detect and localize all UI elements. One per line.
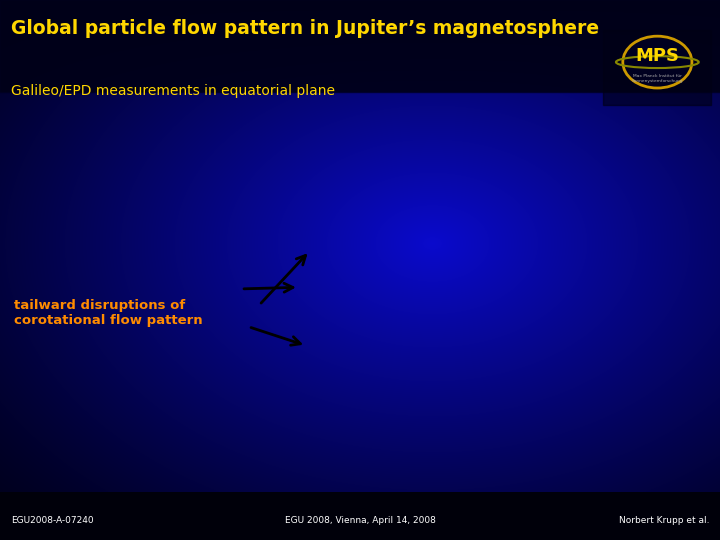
Text: Galileo/EPD measurements in equatorial plane: Galileo/EPD measurements in equatorial p… xyxy=(11,84,335,98)
Text: EGU2008-A-07240: EGU2008-A-07240 xyxy=(11,516,94,524)
Bar xyxy=(0,0,720,92)
Text: EGU 2008, Vienna, April 14, 2008: EGU 2008, Vienna, April 14, 2008 xyxy=(284,516,436,524)
Text: Global particle flow pattern in Jupiter’s magnetosphere: Global particle flow pattern in Jupiter’… xyxy=(11,19,599,38)
Bar xyxy=(0,500,720,540)
Bar xyxy=(603,30,711,105)
Text: Norbert Krupp et al.: Norbert Krupp et al. xyxy=(618,516,709,524)
Text: Max Planck Institut für
Sonnenystemforschung: Max Planck Institut für Sonnenystemforsc… xyxy=(631,74,683,83)
Text: MPS: MPS xyxy=(635,46,680,65)
Text: tailward disruptions of
corotational flow pattern: tailward disruptions of corotational flo… xyxy=(14,299,203,327)
Circle shape xyxy=(625,38,690,86)
